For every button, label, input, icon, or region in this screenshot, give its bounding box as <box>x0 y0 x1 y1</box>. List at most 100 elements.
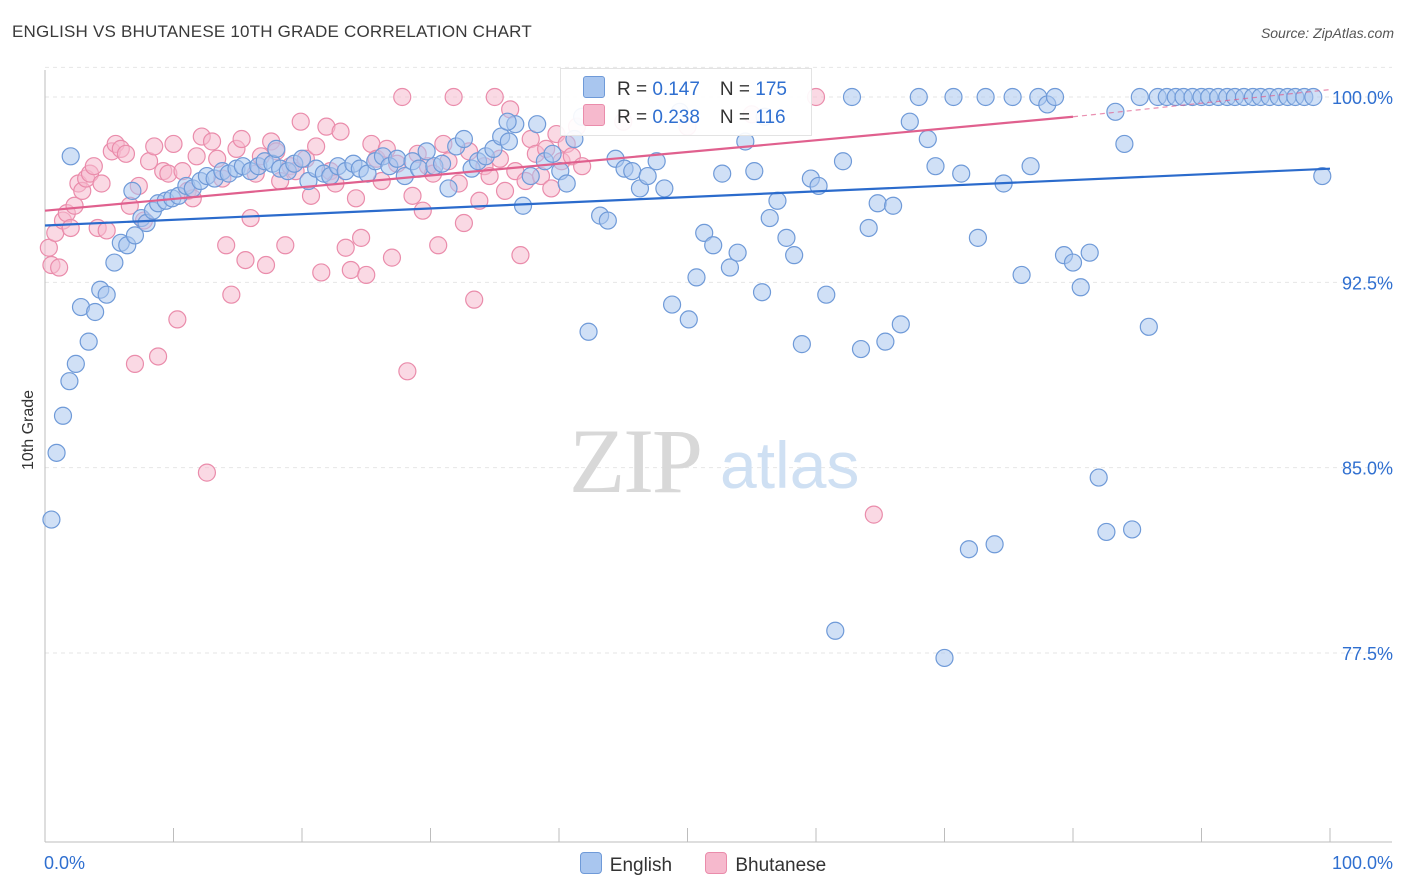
bhutanese-point <box>291 112 310 131</box>
y-tick-label: 100.0% <box>1332 88 1393 108</box>
chart-title: ENGLISH VS BHUTANESE 10TH GRADE CORRELAT… <box>12 22 532 41</box>
legend-item-bhutanese[interactable]: Bhutanese <box>705 852 826 877</box>
english-point <box>1123 520 1142 539</box>
bhutanese-point <box>357 265 376 285</box>
bhutanese-point <box>429 236 448 255</box>
english-point <box>647 152 666 171</box>
english-point <box>61 147 80 166</box>
bhutanese-point <box>495 181 515 201</box>
english-point <box>125 226 145 245</box>
english-point <box>655 179 674 198</box>
english-point <box>623 162 642 181</box>
english-point <box>417 142 436 161</box>
english-point <box>768 191 787 210</box>
x-tick-label: 0.0% <box>44 853 85 873</box>
bhutanese-trend-extension <box>1072 88 1331 118</box>
axes <box>44 70 1392 843</box>
english-point <box>543 144 562 163</box>
english-point <box>985 535 1004 554</box>
english-point <box>959 540 979 559</box>
bhutanese-point <box>97 221 116 240</box>
english-point <box>792 335 811 354</box>
english-point <box>53 406 73 425</box>
english-point <box>60 372 79 391</box>
bhutanese-point <box>222 285 241 304</box>
english-point <box>833 152 853 171</box>
bhutanese-point <box>465 290 484 309</box>
watermark-atlas: atlas <box>720 428 859 502</box>
bhutanese-stats-row: R = 0.238 N = 116 <box>583 104 786 129</box>
english-point <box>123 181 142 201</box>
bhutanese-point <box>444 87 463 107</box>
bhutanese-r-value: 0.238 <box>652 107 700 128</box>
y-tick-label: 77.5% <box>1342 644 1393 664</box>
english-point <box>968 228 988 247</box>
english-point <box>900 112 919 131</box>
english-point <box>918 129 937 149</box>
english-point <box>687 268 706 287</box>
english-point <box>728 243 747 262</box>
english-point <box>1115 134 1134 154</box>
english-point <box>498 112 517 131</box>
english-point <box>79 332 98 351</box>
gridlines <box>45 66 1392 654</box>
english-point <box>1063 253 1083 272</box>
bhutanese-point <box>187 147 206 166</box>
english-point <box>579 322 598 341</box>
bhutanese-point <box>480 166 499 186</box>
english-point <box>1003 87 1022 107</box>
english-point <box>785 246 804 265</box>
correlation-legend-box: R = 0.147 N = 175 R = 0.238 N = 116 <box>560 68 812 136</box>
english-point <box>521 166 540 186</box>
tick-labels: 77.5% 85.0% 92.5% 100.0% 0.0% 100.0% <box>44 88 1393 873</box>
english-point <box>1106 102 1125 121</box>
english-point <box>876 332 895 351</box>
bhutanese-point <box>382 248 402 267</box>
legend-item-english[interactable]: English <box>579 852 672 877</box>
bhutanese-point <box>92 174 111 193</box>
bhutanese-point <box>307 137 326 156</box>
bhutanese-point <box>217 236 236 255</box>
bhutanese-point <box>454 213 474 233</box>
bhutanese-trend-line <box>44 115 1074 212</box>
bhutanese-legend-swatch <box>705 852 728 874</box>
bhutanese-point <box>346 189 366 208</box>
english-point <box>662 295 682 314</box>
english-point <box>851 339 871 359</box>
bhutanese-point <box>145 137 164 156</box>
bhutanese-point <box>65 196 84 215</box>
english-point <box>439 179 458 198</box>
english-point <box>1080 243 1099 262</box>
english-point <box>598 211 617 230</box>
bhutanese-swatch <box>583 104 605 126</box>
bhutanese-point <box>403 186 422 205</box>
english-legend-swatch <box>579 852 602 874</box>
english-point <box>695 223 714 243</box>
english-point <box>499 132 518 151</box>
bhutanese-point <box>116 144 136 163</box>
english-point <box>842 87 862 107</box>
y-tick-label: 92.5% <box>1342 273 1393 293</box>
english-point <box>1313 166 1332 186</box>
english-point <box>267 139 286 158</box>
english-n-value: 175 <box>755 79 787 100</box>
english-point <box>66 354 85 373</box>
bhutanese-point <box>276 236 295 255</box>
bhutanese-point <box>50 258 69 277</box>
english-point <box>826 621 845 640</box>
english-trend-line <box>44 167 1331 227</box>
english-point <box>952 164 971 183</box>
english-point <box>909 87 928 107</box>
bottom-legend: English Bhutanese <box>0 852 1406 877</box>
bhutanese-point <box>393 87 412 107</box>
english-point <box>513 196 533 215</box>
y-tick-label: 85.0% <box>1342 459 1393 479</box>
bhutanese-point <box>164 134 183 154</box>
bhutanese-point <box>232 129 251 149</box>
bhutanese-point <box>241 208 260 228</box>
english-point <box>777 228 796 247</box>
bhutanese-point <box>197 463 217 482</box>
english-point <box>752 283 772 302</box>
english-point <box>638 166 657 186</box>
